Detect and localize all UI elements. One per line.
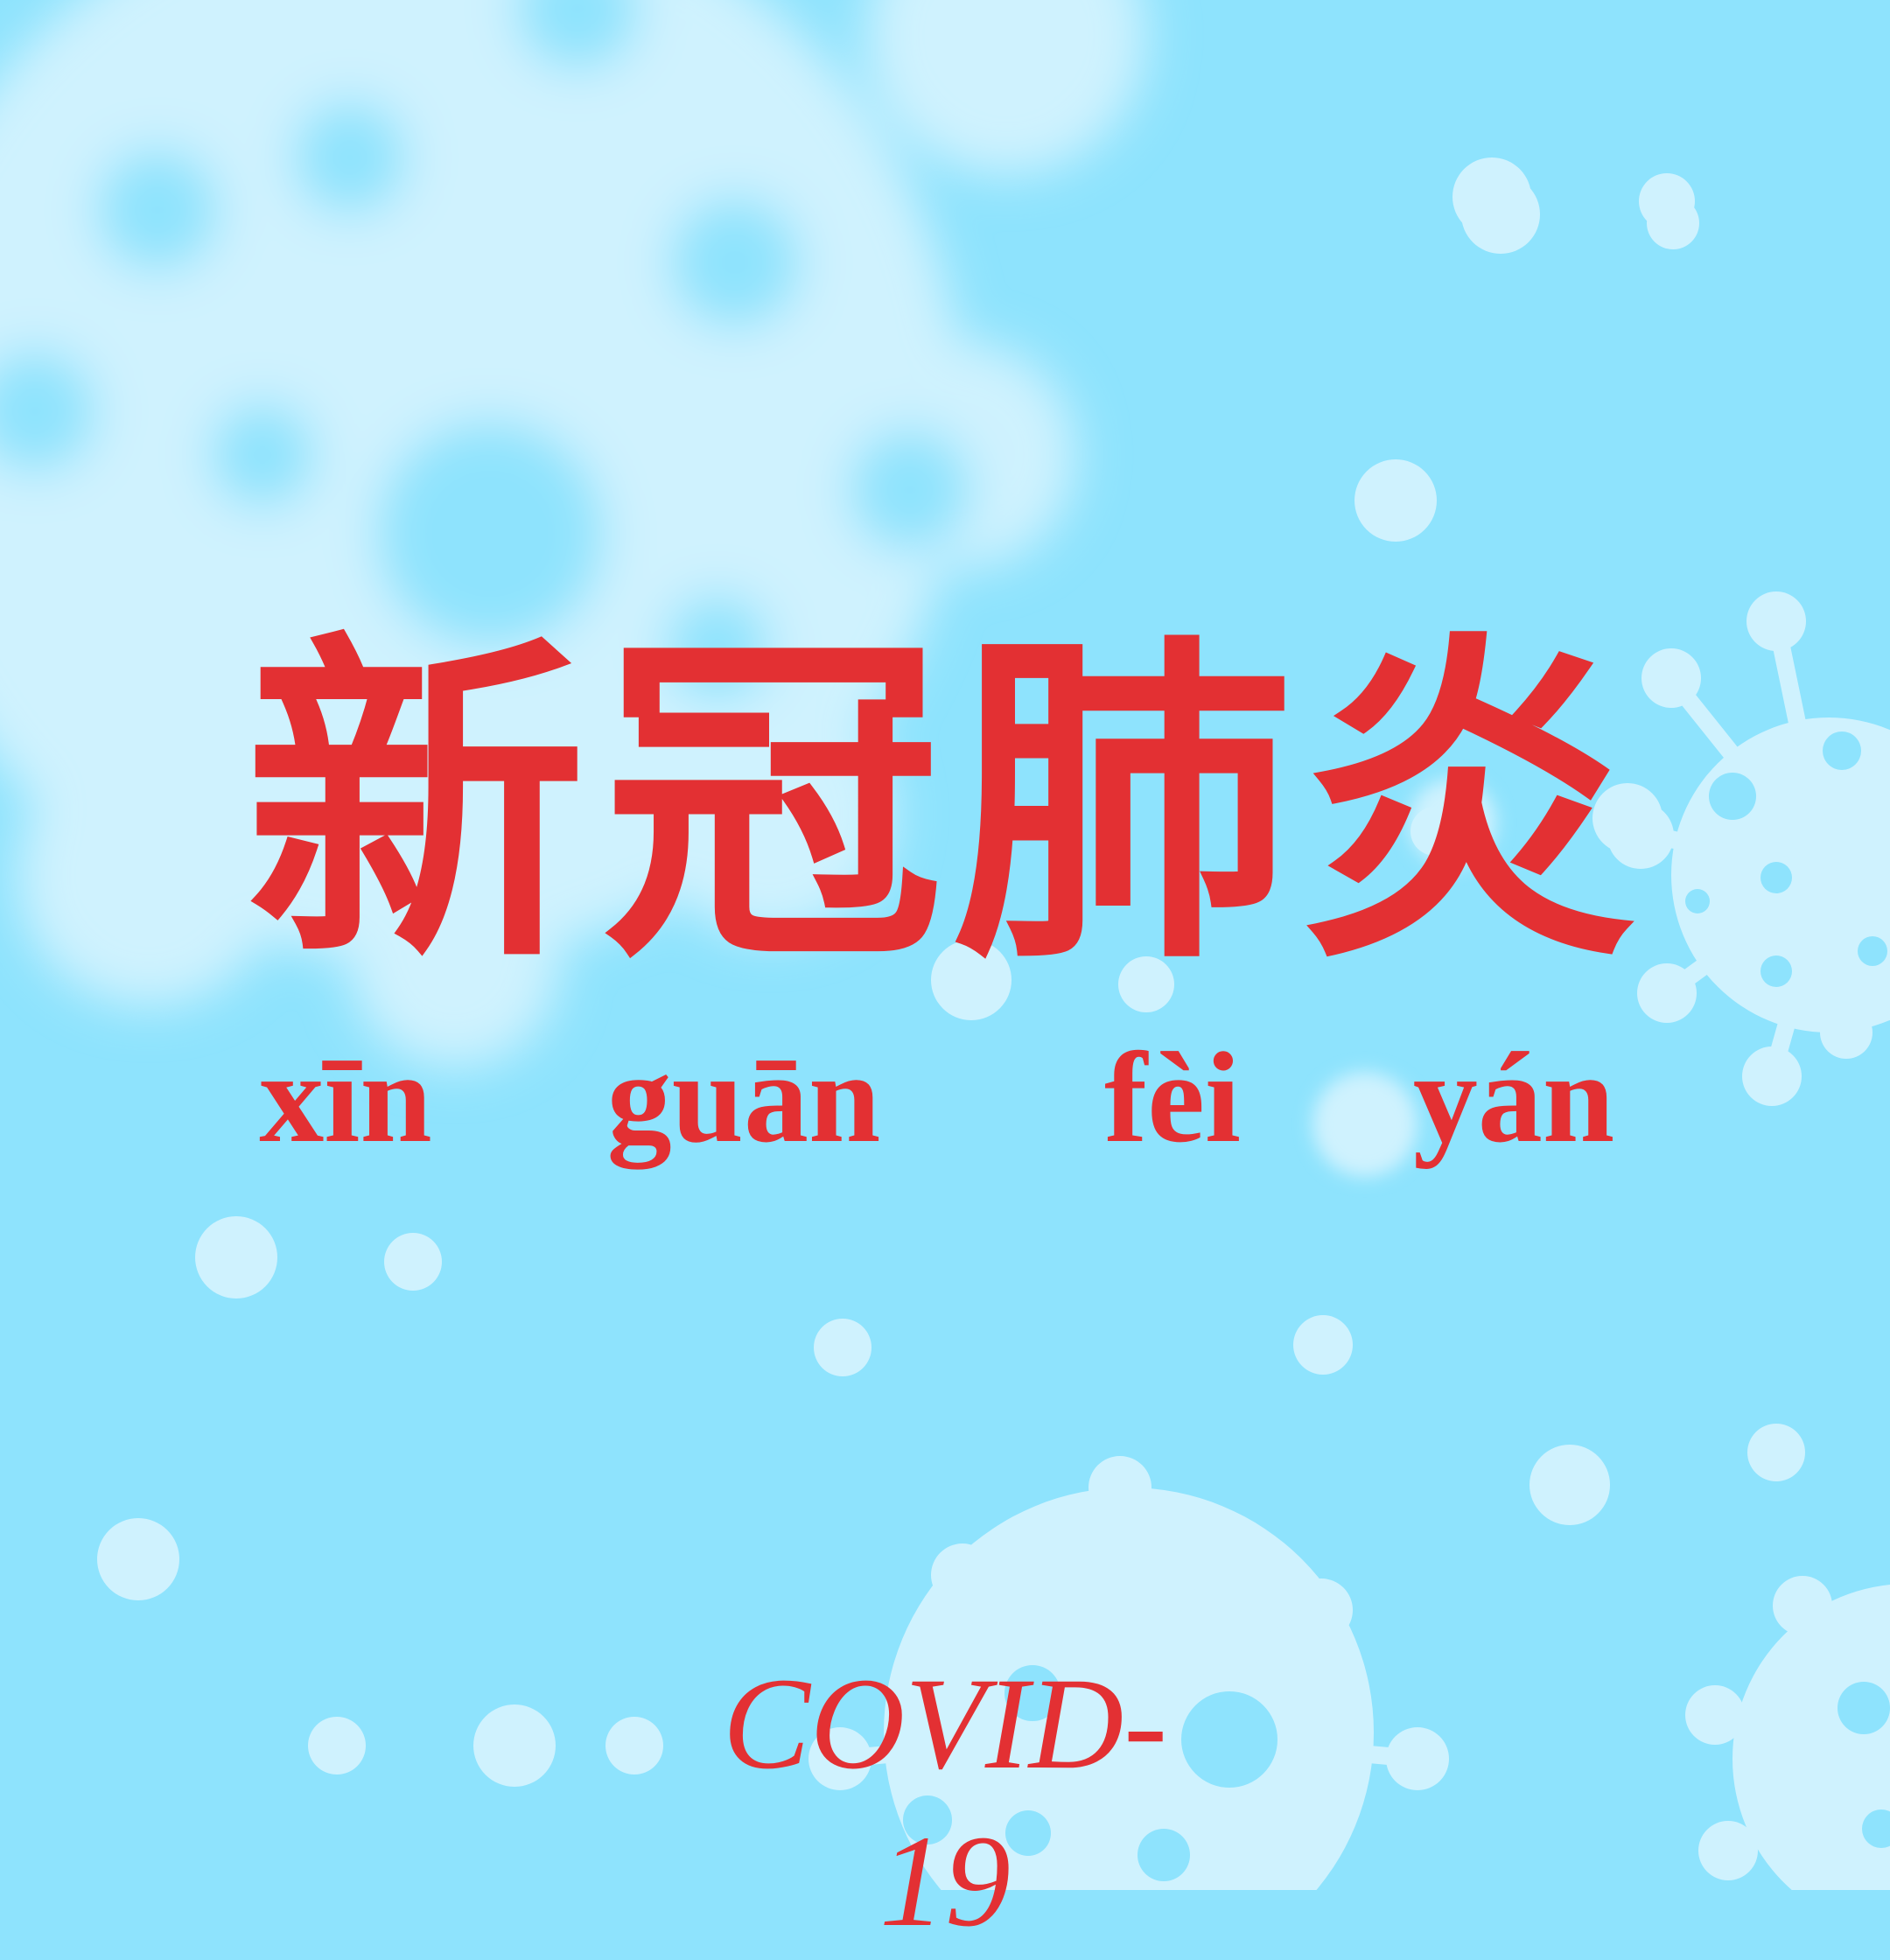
droplet-icon (1607, 802, 1674, 869)
droplet-icon (1461, 175, 1540, 254)
pinyin-guan: guān (606, 1026, 881, 1170)
pinyin-fei: fèi (1103, 1026, 1242, 1170)
droplet-icon (1354, 459, 1437, 542)
droplet-icon (1647, 197, 1699, 249)
droplet-icon (1530, 1445, 1610, 1525)
hanzi-yan: 炎 (1297, 606, 1638, 1004)
pinyin-xin: xīn (259, 1026, 432, 1170)
droplet-icon (1312, 1072, 1418, 1177)
droplet-icon (1747, 1424, 1805, 1481)
droplet-icon (606, 1717, 663, 1774)
pinyin-yan: yán (1412, 1026, 1615, 1170)
droplet-icon (195, 1216, 277, 1298)
hanzi-fei: 肺 (952, 606, 1293, 1004)
droplet-icon (384, 1233, 442, 1291)
droplet-icon (97, 1518, 179, 1600)
droplet-icon (1118, 956, 1174, 1012)
droplet-icon (1293, 1315, 1353, 1375)
droplet-icon (814, 1319, 872, 1376)
droplet-icon (473, 1704, 556, 1787)
hanzi-xin: 新 (245, 606, 586, 1004)
droplets (97, 158, 1805, 1787)
covid-label: COVID-19 (722, 1651, 1168, 1954)
chinese-title: 新 冠 肺 炎 (0, 604, 1890, 1006)
droplet-icon (1410, 807, 1460, 856)
hanzi-guan: 冠 (602, 606, 943, 1004)
blurred-virus-icon (0, 0, 1146, 1068)
virus-icon (808, 1456, 1449, 1890)
virus-background (0, 0, 1890, 1890)
droplet-icon (931, 940, 1012, 1020)
droplet-icon (308, 1717, 366, 1774)
virus-icon (1685, 1576, 1890, 1890)
